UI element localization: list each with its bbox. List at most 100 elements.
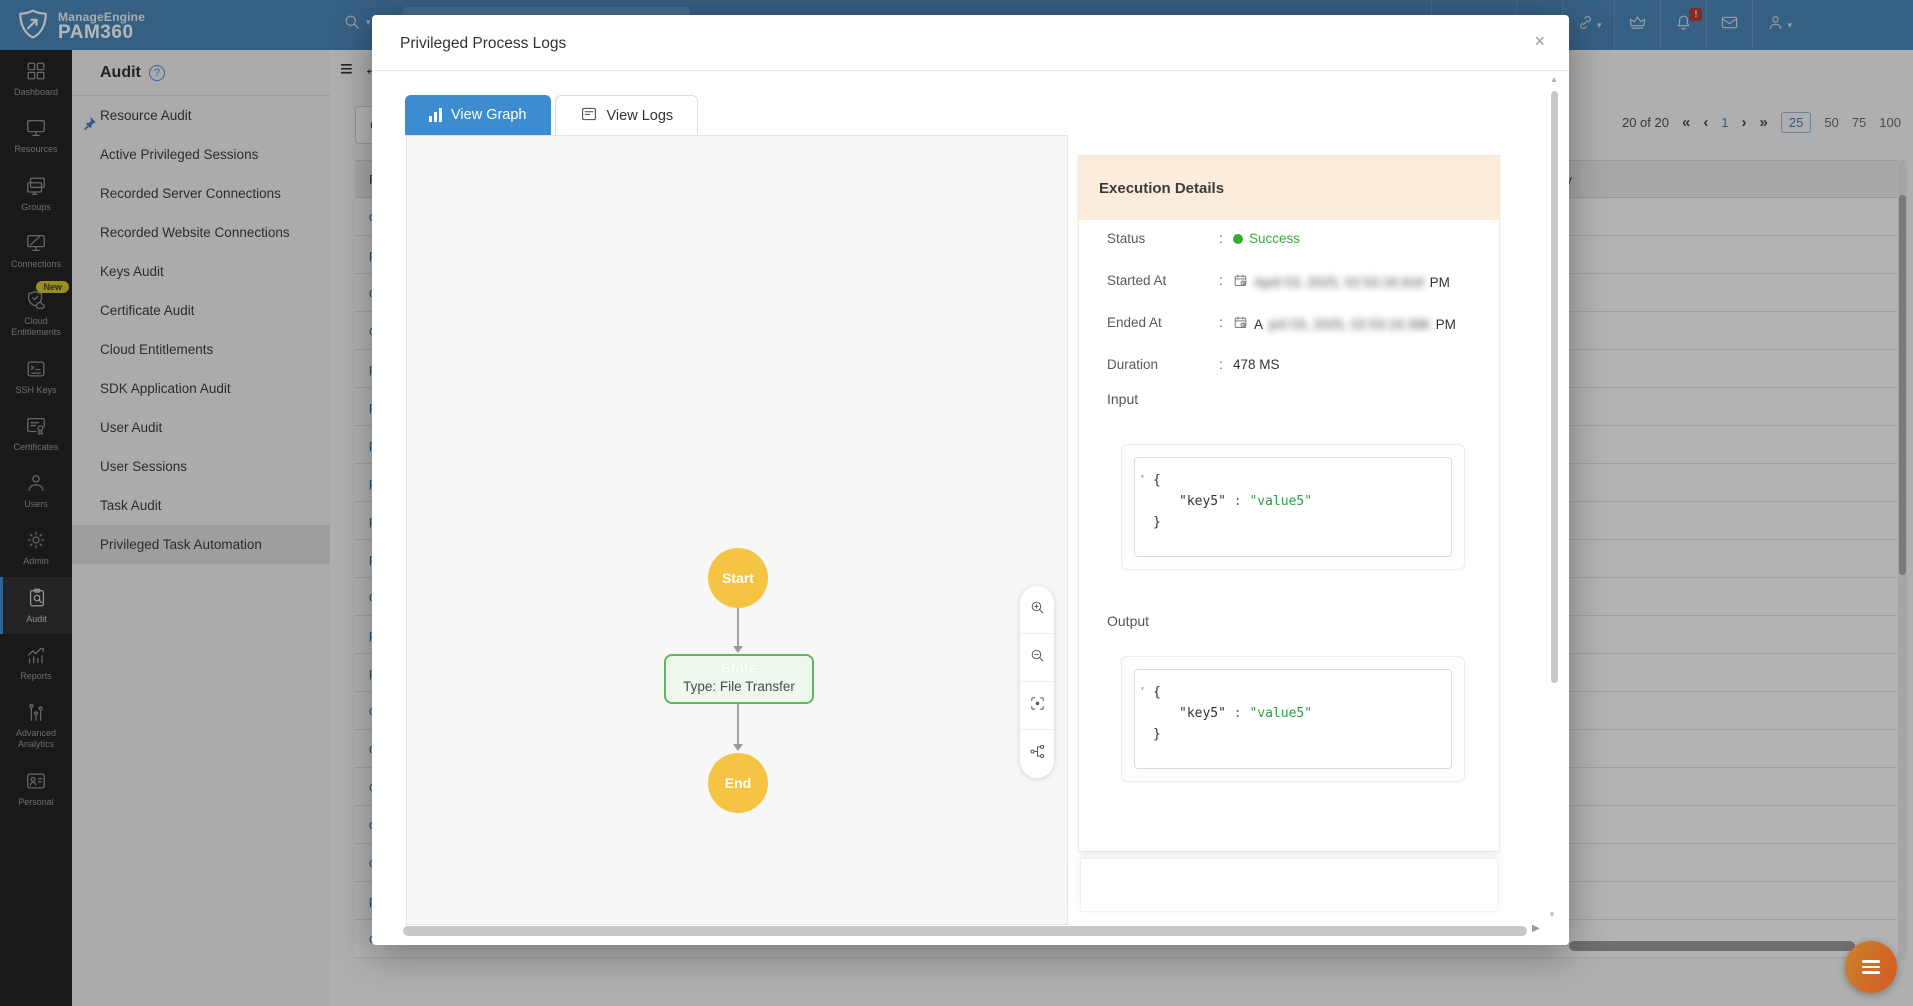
prev-page-button[interactable]: ‹ [1703, 114, 1709, 131]
submenu-item-keys-audit[interactable]: Keys Audit [100, 264, 164, 279]
admin-gear-icon [25, 529, 47, 551]
modal-horizontal-scrollbar[interactable] [403, 926, 1527, 936]
sidebar-item-reports[interactable]: Reports [0, 634, 72, 691]
pin-icon [82, 107, 97, 146]
sidebar-item-groups[interactable]: Groups [0, 165, 72, 222]
status-value: Success [1249, 231, 1301, 246]
link-caret-icon: ▾ [1596, 19, 1602, 30]
graph-node-state[interactable]: State Type: File Transfer [664, 654, 814, 704]
sidebar-item-ssh-keys[interactable]: SSH Keys [0, 348, 72, 405]
submenu-item-recorded-website-connections[interactable]: Recorded Website Connections [100, 225, 290, 240]
sidebar-item-dashboard[interactable]: Dashboard [0, 50, 72, 107]
brand-logo[interactable]: ManageEngine PAM360 [16, 7, 145, 46]
layout-graph-icon [1029, 743, 1046, 765]
menu-collapse-icon[interactable]: ≡ [340, 56, 353, 81]
pagination-range: 20 of 20 [1621, 115, 1669, 130]
submenu-item-user-sessions[interactable]: User Sessions [100, 459, 188, 474]
sidebar-item-connections[interactable]: Connections [0, 222, 72, 279]
graph-node-start[interactable]: Start [708, 548, 768, 608]
zoom-in-button[interactable] [1020, 586, 1054, 634]
audit-submenu: Audit ? Resource Audit Active Privileged… [72, 50, 330, 1006]
audit-icon [26, 587, 48, 609]
output-section-label: Output [1107, 613, 1150, 629]
privileged-process-logs-dialog: Privileged Process Logs × View Graph Vie… [372, 15, 1569, 945]
scroll-right-icon[interactable]: ▶ [1532, 923, 1540, 934]
cloud-entitlements-icon [25, 289, 47, 311]
user-caret-icon: ▾ [1787, 19, 1792, 30]
scroll-up-icon[interactable]: ▲ [1550, 75, 1558, 84]
submenu-item-active-privileged-sessions[interactable]: Active Privileged Sessions [100, 147, 259, 162]
last-page-button[interactable]: » [1759, 114, 1768, 131]
next-page-button[interactable]: › [1741, 114, 1747, 131]
dialog-title: Privileged Process Logs [400, 35, 567, 52]
help-icon[interactable]: ? [148, 64, 165, 81]
json-viewer[interactable]: ▾ { "key5" : "value5" } [1134, 669, 1452, 769]
envelope-icon [1720, 13, 1739, 37]
submenu-item-recorded-server-connections[interactable]: Recorded Server Connections [100, 186, 281, 201]
dashboard-icon [25, 60, 47, 82]
page-size-100[interactable]: 100 [1879, 115, 1901, 130]
execution-details-header: Execution Details [1079, 156, 1499, 220]
scroll-down-icon[interactable]: ▼ [1548, 910, 1556, 919]
shield-logo-icon [16, 7, 50, 46]
primary-sidebar: Dashboard Resources Groups Connections N… [0, 50, 72, 1006]
page-size-25[interactable]: 25 [1780, 112, 1812, 133]
duration-value: 478 MS [1233, 357, 1280, 372]
resources-icon [25, 117, 47, 139]
sidebar-item-advanced-analytics[interactable]: Advanced Analytics [0, 691, 72, 760]
submenu-item-user-audit[interactable]: User Audit [100, 420, 163, 435]
tab-view-logs[interactable]: View Logs [554, 95, 699, 135]
sidebar-item-certificates[interactable]: Certificates [0, 405, 72, 462]
zoom-out-icon [1029, 647, 1046, 669]
submenu-item-sdk-application-audit[interactable]: SDK Application Audit [100, 381, 231, 396]
sidebar-item-cloud-entitlements[interactable]: New Cloud Entitlements [0, 279, 72, 348]
input-section-label: Input [1107, 391, 1139, 407]
first-page-button[interactable]: « [1681, 114, 1691, 131]
page-vertical-scrollbar[interactable] [1898, 160, 1907, 960]
sidebar-item-personal[interactable]: Personal [0, 760, 72, 817]
submenu-item-cloud-entitlements[interactable]: Cloud Entitlements [100, 342, 214, 357]
notifications-button[interactable]: ! [1660, 0, 1706, 50]
close-icon[interactable]: × [1534, 31, 1545, 51]
fit-view-button[interactable] [1020, 682, 1054, 730]
submenu-item-privileged-task-automation[interactable]: Privileged Task Automation [72, 525, 330, 564]
sidebar-item-resources[interactable]: Resources [0, 107, 72, 164]
tab-view-graph[interactable]: View Graph [405, 95, 551, 135]
floating-help-menu-button[interactable] [1845, 941, 1897, 993]
users-icon [25, 472, 47, 494]
submenu-item-task-audit[interactable]: Task Audit [100, 498, 162, 513]
license-button[interactable] [1614, 0, 1660, 50]
sidebar-item-audit[interactable]: Audit [0, 576, 72, 634]
current-page[interactable]: 1 [1721, 115, 1729, 130]
arrowhead-icon [733, 744, 743, 751]
zoom-out-button[interactable] [1020, 634, 1054, 682]
sidebar-item-admin[interactable]: Admin [0, 519, 72, 576]
started-at-value: April 03, 2025, 02:53:18.918 [1254, 274, 1424, 290]
scrollbar-thumb[interactable] [1899, 195, 1906, 575]
submenu-header: Audit ? [72, 50, 330, 96]
fit-view-icon [1029, 695, 1046, 717]
submenu-title: Audit [100, 63, 141, 81]
output-json-box: ▾ { "key5" : "value5" } [1121, 656, 1465, 782]
fold-caret-icon[interactable]: ▾ [1140, 472, 1145, 481]
arrowhead-icon [733, 646, 743, 653]
hamburger-icon [1862, 960, 1880, 963]
log-document-icon [580, 105, 598, 127]
search-icon[interactable]: ▾ [342, 12, 371, 32]
submenu-item-resource-audit[interactable]: Resource Audit [72, 96, 330, 135]
search-caret-icon[interactable]: ▾ [366, 16, 371, 27]
user-menu[interactable]: ▾ [1752, 0, 1805, 50]
modal-vertical-scrollbar[interactable] [1551, 91, 1558, 683]
graph-node-end[interactable]: End [708, 753, 768, 813]
json-viewer[interactable]: ▾ { "key5" : "value5" } [1134, 457, 1452, 557]
fold-caret-icon[interactable]: ▾ [1140, 684, 1145, 693]
sidebar-item-users[interactable]: Users [0, 462, 72, 519]
scrollbar-thumb[interactable] [1569, 941, 1855, 951]
inbox-button[interactable] [1706, 0, 1752, 50]
auto-layout-button[interactable] [1020, 730, 1054, 778]
page-size-75[interactable]: 75 [1851, 115, 1867, 130]
workflow-graph-canvas[interactable]: Start State Type: File Transfer End [406, 135, 1068, 925]
page-size-50[interactable]: 50 [1824, 115, 1839, 130]
submenu-item-certificate-audit[interactable]: Certificate Audit [100, 303, 195, 318]
divider [372, 70, 1569, 71]
